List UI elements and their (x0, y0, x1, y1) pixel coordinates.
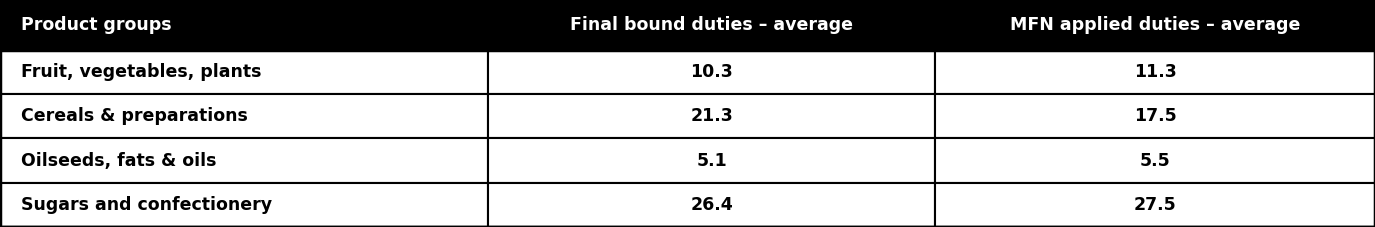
Text: 5.5: 5.5 (1140, 152, 1170, 170)
Text: Product groups: Product groups (21, 16, 172, 34)
Text: Cereals & preparations: Cereals & preparations (21, 107, 247, 125)
Bar (935, 138, 1375, 183)
Bar (488, 138, 935, 183)
Text: 11.3: 11.3 (1133, 63, 1177, 81)
Bar (0, 0, 488, 50)
Text: Oilseeds, fats & oils: Oilseeds, fats & oils (21, 152, 216, 170)
Bar (488, 50, 935, 94)
Bar (0, 138, 488, 183)
Bar (935, 0, 1375, 50)
Text: 26.4: 26.4 (690, 196, 733, 214)
Bar (0, 94, 488, 138)
Text: 27.5: 27.5 (1133, 196, 1177, 214)
Bar (935, 94, 1375, 138)
Text: Fruit, vegetables, plants: Fruit, vegetables, plants (21, 63, 261, 81)
Bar (935, 50, 1375, 94)
Bar (488, 183, 935, 227)
Text: 10.3: 10.3 (690, 63, 733, 81)
Text: Sugars and confectionery: Sugars and confectionery (21, 196, 272, 214)
Text: Final bound duties – average: Final bound duties – average (571, 16, 852, 34)
Bar (0, 50, 488, 94)
Bar (935, 183, 1375, 227)
Text: 21.3: 21.3 (690, 107, 733, 125)
Bar (488, 94, 935, 138)
Bar (0, 183, 488, 227)
Bar (488, 0, 935, 50)
Text: 5.1: 5.1 (696, 152, 727, 170)
Text: 17.5: 17.5 (1133, 107, 1177, 125)
Text: MFN applied duties – average: MFN applied duties – average (1009, 16, 1301, 34)
